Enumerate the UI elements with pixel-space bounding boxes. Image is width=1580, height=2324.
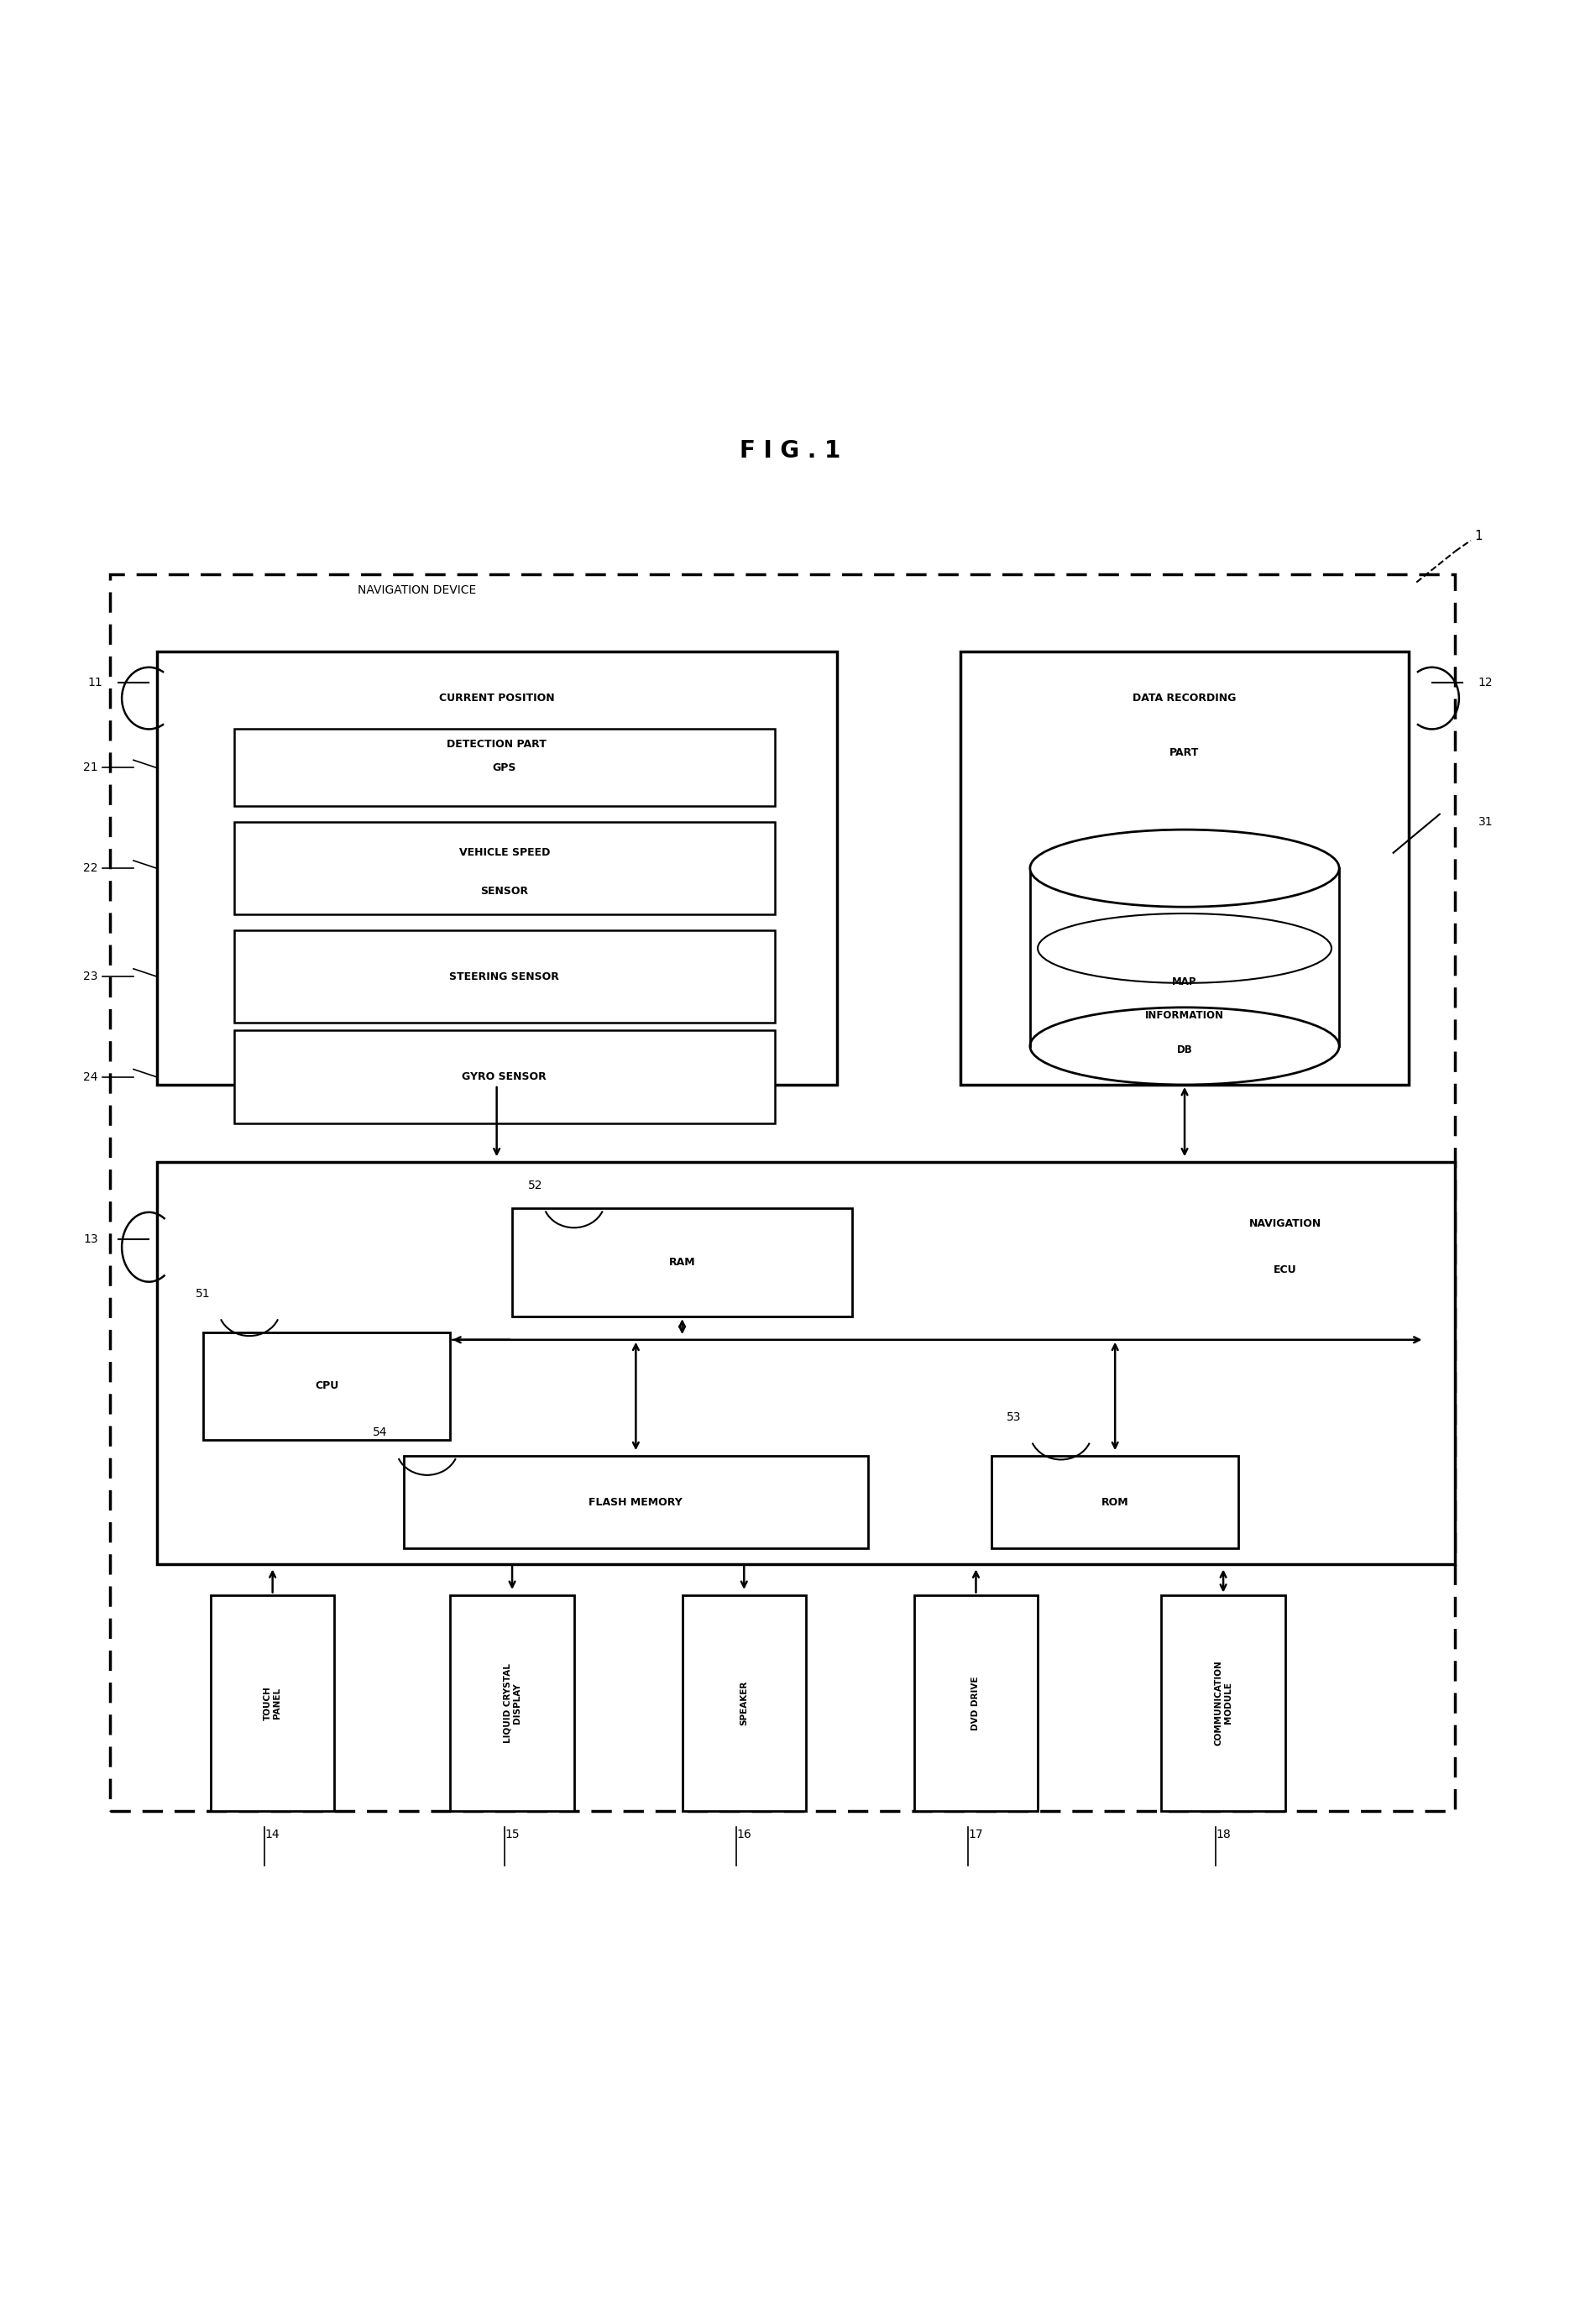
Text: STEERING SENSOR: STEERING SENSOR (449, 971, 559, 983)
Text: 1: 1 (1474, 530, 1482, 541)
Bar (450, 1594, 574, 1810)
Text: TOUCH
PANEL: TOUCH PANEL (264, 1685, 281, 1720)
Text: 22: 22 (84, 862, 98, 874)
Bar (1161, 1594, 1285, 1810)
Text: NAVIGATION DEVICE: NAVIGATION DEVICE (357, 583, 476, 595)
Text: COMMUNICATION
MODULE: COMMUNICATION MODULE (1213, 1659, 1232, 1745)
Bar (202, 1332, 450, 1441)
Text: MAP: MAP (1172, 976, 1196, 988)
Text: 11: 11 (87, 676, 103, 688)
Text: 17: 17 (969, 1829, 983, 1841)
Text: 23: 23 (84, 971, 98, 983)
Bar (234, 823, 774, 916)
Bar (156, 1162, 1454, 1564)
Text: RAM: RAM (668, 1257, 695, 1269)
Bar (991, 1455, 1239, 1548)
Text: NAVIGATION: NAVIGATION (1248, 1218, 1321, 1229)
Text: SENSOR: SENSOR (480, 885, 528, 897)
Text: 54: 54 (373, 1427, 387, 1439)
Text: 16: 16 (736, 1829, 750, 1841)
Bar (404, 1455, 867, 1548)
Bar (512, 1208, 852, 1318)
Text: 51: 51 (196, 1287, 210, 1299)
Text: GPS: GPS (493, 762, 517, 774)
Text: FLASH MEMORY: FLASH MEMORY (589, 1497, 683, 1508)
Text: CPU: CPU (314, 1380, 338, 1392)
Text: 15: 15 (504, 1829, 520, 1841)
Text: DATA RECORDING: DATA RECORDING (1133, 693, 1236, 704)
Ellipse shape (1030, 1006, 1338, 1085)
Ellipse shape (1036, 913, 1330, 983)
Text: 31: 31 (1477, 816, 1493, 827)
Bar (234, 1030, 774, 1122)
Text: INFORMATION: INFORMATION (1144, 1011, 1223, 1020)
Bar (156, 651, 836, 1085)
Text: 12: 12 (1477, 676, 1493, 688)
Text: CURRENT POSITION: CURRENT POSITION (439, 693, 555, 704)
Text: DETECTION PART: DETECTION PART (447, 739, 547, 751)
Bar (913, 1594, 1036, 1810)
Text: F I G . 1: F I G . 1 (739, 439, 841, 462)
Text: DVD DRIVE: DVD DRIVE (972, 1676, 980, 1729)
Text: 53: 53 (1006, 1411, 1021, 1422)
Text: LIQUID CRYSTAL
DISPLAY: LIQUID CRYSTAL DISPLAY (502, 1664, 521, 1743)
Text: ECU: ECU (1273, 1264, 1296, 1276)
Bar (210, 1594, 335, 1810)
Text: DB: DB (1176, 1043, 1191, 1055)
Ellipse shape (1030, 830, 1338, 906)
Text: 21: 21 (84, 762, 98, 774)
Text: SPEAKER: SPEAKER (739, 1680, 747, 1724)
Text: 14: 14 (265, 1829, 280, 1841)
Bar (961, 651, 1408, 1085)
Text: 52: 52 (528, 1178, 542, 1192)
Text: PART: PART (1169, 746, 1199, 758)
Bar (111, 574, 1454, 1810)
Text: ROM: ROM (1101, 1497, 1128, 1508)
Bar (234, 730, 774, 806)
Text: VEHICLE SPEED: VEHICLE SPEED (458, 848, 550, 858)
Bar (683, 1594, 806, 1810)
Text: 13: 13 (84, 1234, 98, 1246)
Text: GYRO SENSOR: GYRO SENSOR (461, 1071, 547, 1083)
Bar (234, 930, 774, 1023)
Text: 24: 24 (84, 1071, 98, 1083)
Text: 18: 18 (1215, 1829, 1231, 1841)
